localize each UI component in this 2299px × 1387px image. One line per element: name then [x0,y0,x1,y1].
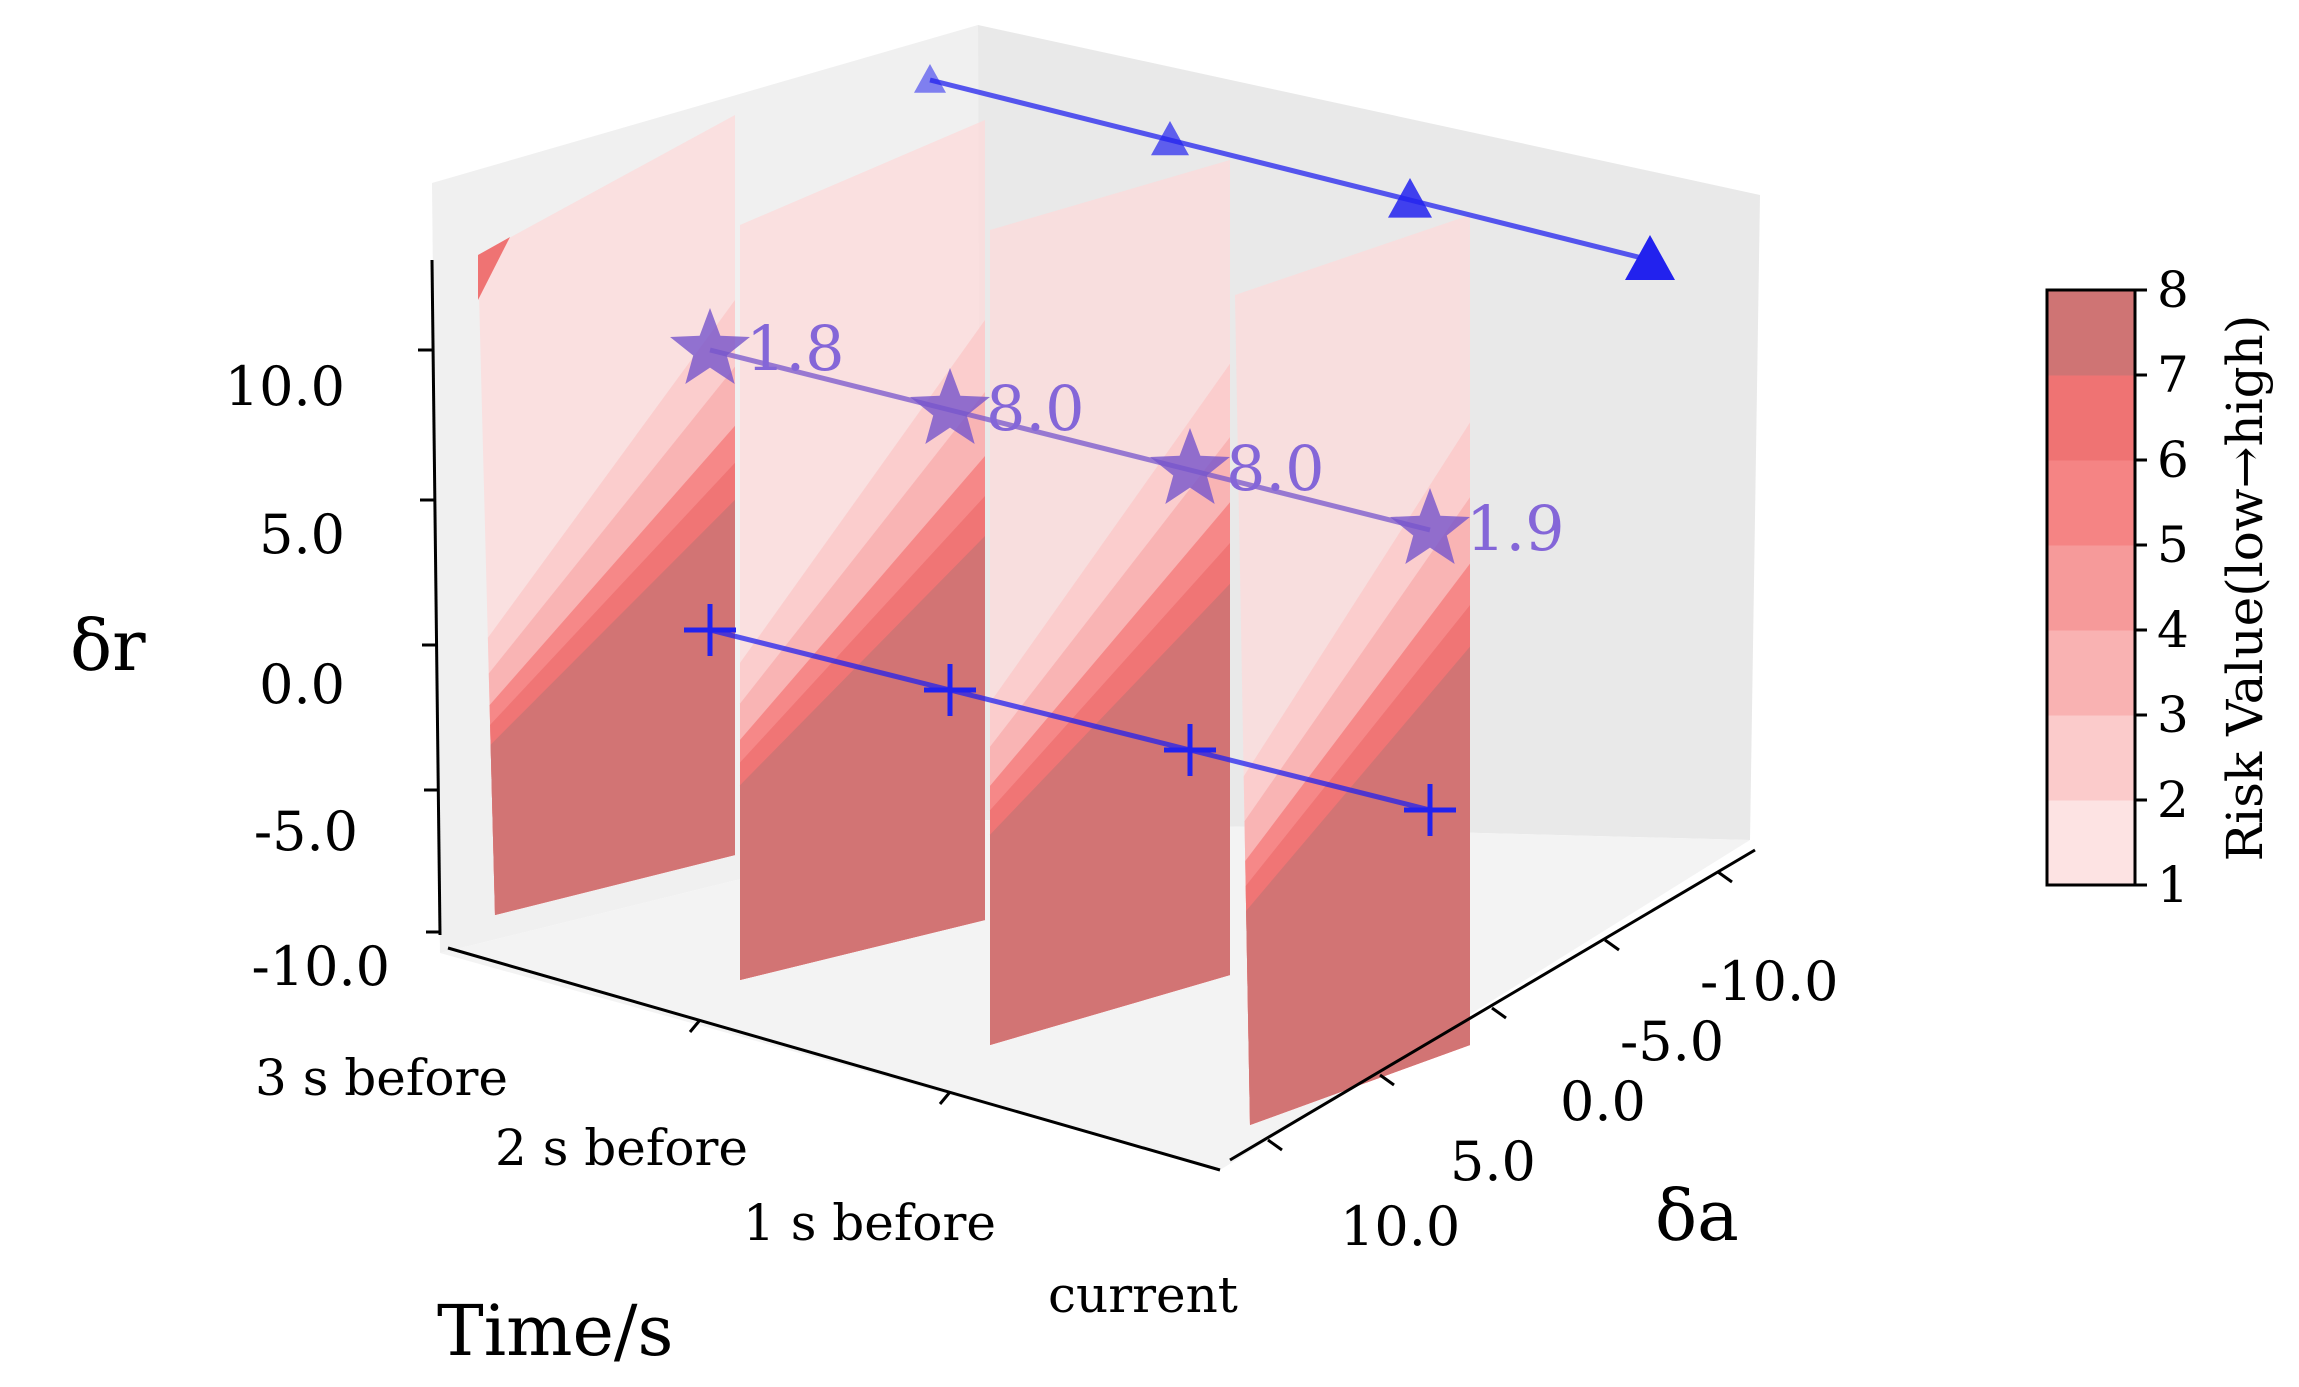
colorbar-tick-label: 8 [2157,261,2189,319]
colorbar-tick-label: 1 [2157,856,2189,914]
time-tick-label: current [1048,1266,1238,1324]
triangle-marker [1625,235,1675,280]
da-axis-label: δa [1655,1175,1739,1257]
da-tick-label: 10.0 [1340,1195,1460,1258]
colorbar-band [2047,460,2135,546]
time-axis-label: Time/s [437,1290,673,1372]
risk-band [990,583,1230,1045]
star-marker [1150,428,1230,504]
time-tick-label: 3 s before [255,1049,508,1107]
risk-corner [478,237,510,300]
series-layer: 1.8 8.0 8.0 1.9 [670,64,1675,836]
star-marker [1390,488,1470,564]
dr-axis: 10.0 5.0 0.0 -5.0 -10.0 δr [70,259,442,998]
colorbar-band [2047,545,2135,631]
risk-band [1246,646,1470,1125]
risk-band [740,536,985,980]
da-tick [1267,1138,1283,1152]
star-value-label: 8.0 [1226,432,1325,505]
series-line [929,77,1651,263]
series-line [709,627,1431,813]
star-marker [910,368,990,444]
da-tick [1491,1006,1507,1020]
da-tick-label: 0.0 [1560,1070,1646,1133]
series-line [709,347,1431,533]
da-tick-label: -5.0 [1620,1010,1724,1073]
slice-plane [740,120,985,980]
time-axis: 3 s before 2 s before 1 s before current… [255,946,1238,1372]
slice-plane [990,160,1230,1046]
star-value-label: 8.0 [986,372,1085,445]
star-value-label: 1.8 [746,312,845,385]
colorbar-band [2047,800,2135,886]
slice-plane [1235,215,1470,1125]
colorbar-label: Risk Value(low→high) [2216,315,2274,862]
colorbar-band [2047,375,2135,461]
time-tick [938,1091,952,1105]
series-triangle [914,64,1675,280]
da-tick [1379,1073,1395,1087]
dr-tick-label: 5.0 [259,503,345,566]
colorbar-bands [2047,290,2135,886]
star-value-label: 1.9 [1466,492,1565,565]
da-tick-label: -10.0 [1700,950,1838,1013]
dr-tick-label: 10.0 [225,355,345,418]
da-axis: -10.0 -5.0 0.0 5.0 10.0 δa [1229,848,1838,1258]
dr-tick-label: 0.0 [259,653,345,716]
colorbar: 1 2 3 4 5 6 7 8 Risk Value(low→high) [2045,261,2274,914]
colorbar-band [2047,630,2135,716]
dr-tick-label: -10.0 [252,935,390,998]
dr-axis-label: δr [70,605,146,687]
colorbar-tick-label: 2 [2157,771,2189,829]
da-tick [1604,938,1620,952]
colorbar-ticks: 1 2 3 4 5 6 7 8 [2135,261,2189,914]
triangle-marker [914,64,946,93]
colorbar-tick-label: 3 [2157,686,2189,744]
colorbar-band [2047,715,2135,801]
star-marker [670,308,750,384]
time-tick [688,1019,702,1033]
series-plus [684,604,1456,836]
colorbar-tick-label: 5 [2157,516,2189,574]
dr-tick-label: -5.0 [254,800,358,863]
colorbar-frame [2045,288,2137,887]
triangle-marker [1151,121,1189,156]
series-star: 1.8 8.0 8.0 1.9 [670,308,1565,565]
colorbar-tick-label: 4 [2157,601,2189,659]
da-tick [1717,870,1733,884]
slice-plane [478,115,735,916]
time-tick-label: 2 s before [495,1119,748,1177]
risk-band [490,499,735,915]
colorbar-band [2047,290,2135,376]
risk-slices [478,115,1470,1125]
colorbar-tick-label: 6 [2157,431,2189,489]
triangle-marker [1388,178,1432,218]
da-tick-label: 5.0 [1450,1130,1536,1193]
time-tick-label: 1 s before [743,1194,996,1252]
colorbar-tick-label: 7 [2157,346,2189,404]
